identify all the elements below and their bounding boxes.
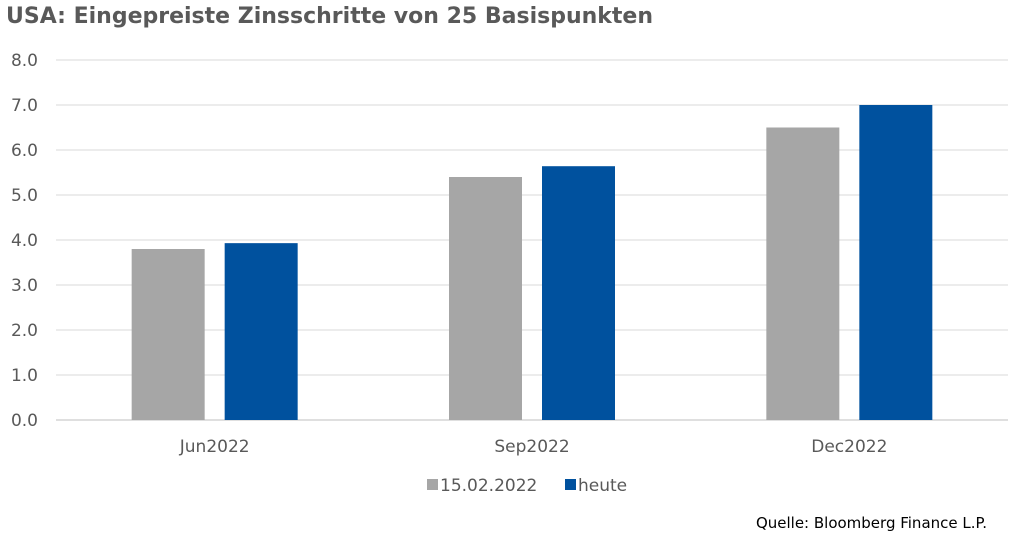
y-tick-label: 1.0 xyxy=(11,366,38,386)
x-axis: Jun2022 Sep2022 Dec2022 xyxy=(179,437,888,457)
bar-15-02-2022-sep2022 xyxy=(449,177,522,420)
x-tick-label: Dec2022 xyxy=(811,437,887,457)
chart-title: USA: Eingepreiste Zinsschritte von 25 Ba… xyxy=(6,4,654,29)
legend-swatch xyxy=(427,479,438,490)
bars xyxy=(131,105,933,420)
y-axis: 0.0 1.0 2.0 3.0 4.0 5.0 6.0 7.0 8.0 xyxy=(11,51,38,431)
y-tick-label: 4.0 xyxy=(11,231,38,251)
y-tick-label: 0.0 xyxy=(11,411,38,431)
bar-15-02-2022-jun2022 xyxy=(131,249,205,420)
y-tick-label: 3.0 xyxy=(11,276,38,296)
bar-15-02-2022-dec2022 xyxy=(766,127,840,420)
x-tick-label: Jun2022 xyxy=(179,437,250,457)
source-note: Quelle: Bloomberg Finance L.P. xyxy=(755,514,987,532)
legend-label: heute xyxy=(578,476,627,496)
bar-heute-sep2022 xyxy=(542,166,615,420)
legend-swatch xyxy=(565,479,576,490)
bar-heute-dec2022 xyxy=(859,105,933,420)
x-tick-label: Sep2022 xyxy=(494,437,569,457)
y-tick-label: 2.0 xyxy=(11,321,38,341)
bar-heute-jun2022 xyxy=(224,243,298,420)
y-tick-label: 8.0 xyxy=(11,51,38,71)
y-tick-label: 5.0 xyxy=(11,186,38,206)
y-tick-label: 7.0 xyxy=(11,96,38,116)
legend-label: 15.02.2022 xyxy=(440,476,537,496)
gridlines xyxy=(56,59,1008,421)
y-tick-label: 6.0 xyxy=(11,141,38,161)
legend: 15.02.2022 heute xyxy=(427,476,627,496)
